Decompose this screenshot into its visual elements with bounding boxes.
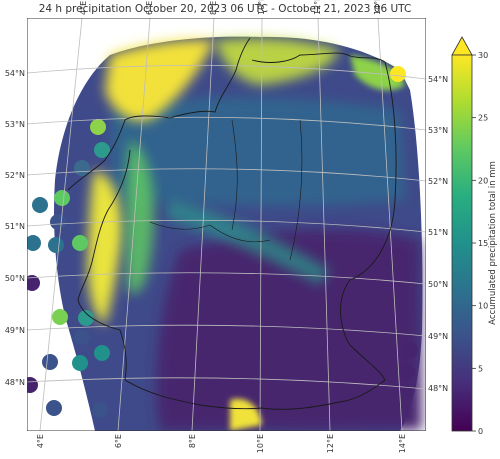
baltic-coast (251, 52, 386, 63)
lat-label-left: 53°N (5, 120, 25, 129)
station-dot (32, 197, 48, 213)
station-dot (54, 190, 70, 206)
station-dot (48, 237, 64, 253)
moderate-precip-west (125, 140, 154, 294)
lat-label-right: 53°N (428, 126, 448, 135)
low-precip-region (156, 229, 422, 431)
parallel-52n (27, 168, 426, 182)
north-sea-coast (67, 37, 251, 191)
lon-label-bottom: 14°E (398, 434, 407, 453)
high-precip-west (87, 170, 123, 325)
lat-label-left: 49°N (5, 326, 25, 335)
moderate-precip-north-east (350, 55, 405, 91)
station-dot (399, 364, 415, 380)
lon-label-bottom: 4°E (36, 434, 45, 448)
state-border (149, 221, 271, 243)
map-title: 24 h precipitation October 20, 2023 06 U… (38, 3, 412, 15)
parallel-48n (27, 377, 426, 390)
parallel-50n (27, 272, 426, 285)
parallel-54n (27, 64, 426, 80)
meridian-8e (191, 18, 215, 431)
precip-streak (165, 200, 330, 285)
lat-label-right: 51°N (428, 228, 448, 237)
station-dot (27, 235, 41, 251)
station-dot (27, 377, 38, 393)
lon-label-top: 14°E (373, 0, 382, 15)
station-dot (52, 309, 68, 325)
colorbar-tick-label: 20 (478, 176, 488, 185)
eastern-border (340, 61, 397, 381)
map-area[interactable] (22, 18, 426, 431)
lon-label-top: 6°E (145, 1, 154, 15)
colorbar: 0 5 10 15 20 25 30 Accumulated precipitation t… (451, 36, 498, 436)
colorbar-gradient (451, 54, 473, 432)
southern-border (124, 379, 386, 410)
station-dot (27, 275, 40, 291)
lat-label-left: 52°N (5, 171, 25, 180)
station-dot (42, 354, 58, 370)
station-dot (46, 400, 62, 416)
lat-label-right: 52°N (428, 177, 448, 186)
lon-labels-bottom: 4°E 6°E 8°E 10°E 12°E 14°E (36, 434, 407, 453)
station-dot (50, 214, 66, 230)
lat-label-right: 49°N (428, 332, 448, 341)
borders (67, 37, 397, 410)
lat-label-right: 54°N (428, 75, 448, 84)
colorbar-extend-arrow (451, 36, 473, 56)
station-dot (74, 329, 90, 345)
lon-label-top: 4°E (79, 1, 88, 15)
lon-label-bottom: 8°E (188, 434, 197, 448)
colorbar-tick-label: 25 (478, 114, 488, 123)
western-border (77, 149, 131, 381)
colorbar-label: Accumulated precipitation total in mm (488, 161, 498, 325)
graticule (27, 18, 426, 431)
meridian-10e (259, 18, 263, 431)
colorbar-ticks: 0 5 10 15 20 25 30 (472, 51, 488, 436)
lat-label-left: 54°N (5, 69, 25, 78)
moderate-precip-region (110, 96, 405, 206)
lon-labels-top: 4°E 6°E 8°E 10°E 12°E 14°E (79, 0, 382, 15)
lon-label-bottom: 12°E (326, 434, 335, 453)
colorbar-tick-label: 5 (478, 364, 483, 373)
lat-label-right: 50°N (428, 280, 448, 289)
meridian-4e (39, 18, 83, 431)
lat-label-left: 50°N (5, 274, 25, 283)
station-dot (402, 342, 418, 358)
precipitation-field (54, 36, 423, 431)
high-precip-south (230, 398, 262, 431)
colorbar-tick-label: 15 (478, 239, 488, 248)
station-dot (390, 66, 406, 82)
meridian-6e (117, 18, 151, 431)
lat-label-left: 48°N (5, 378, 25, 387)
station-dot (397, 384, 413, 400)
colorbar-tick-label: 0 (478, 427, 483, 436)
station-dot (90, 119, 106, 135)
station-dot (94, 345, 110, 361)
lat-labels-left: 54°N 53°N 52°N 51°N 50°N 49°N 48°N (5, 69, 25, 387)
lon-label-bottom: 6°E (114, 434, 123, 448)
station-dot (92, 402, 108, 418)
colorbar-tick-label: 10 (478, 302, 488, 311)
meridian-14e (377, 18, 403, 431)
station-dot (94, 142, 110, 158)
lat-label-right: 48°N (428, 384, 448, 393)
lon-label-top: 8°E (209, 1, 218, 15)
parallel-53n (27, 116, 426, 131)
colorbar-tick-label: 30 (478, 51, 488, 60)
lon-label-top: 12°E (313, 0, 322, 15)
high-precip-north-west (105, 39, 215, 121)
lat-label-left: 51°N (5, 222, 25, 231)
high-precip-north (215, 38, 340, 85)
station-dot (78, 310, 94, 326)
lon-label-bottom: 10°E (256, 434, 265, 453)
station-dot (72, 355, 88, 371)
meridian-12e (317, 18, 331, 431)
lon-label-top: 10°E (257, 0, 266, 15)
lat-labels-right: 54°N 53°N 52°N 51°N 50°N 49°N 48°N (428, 75, 448, 393)
state-border (231, 119, 303, 261)
station-dot (72, 235, 88, 251)
parallel-49n (27, 324, 426, 337)
parallel-51n (27, 219, 426, 233)
